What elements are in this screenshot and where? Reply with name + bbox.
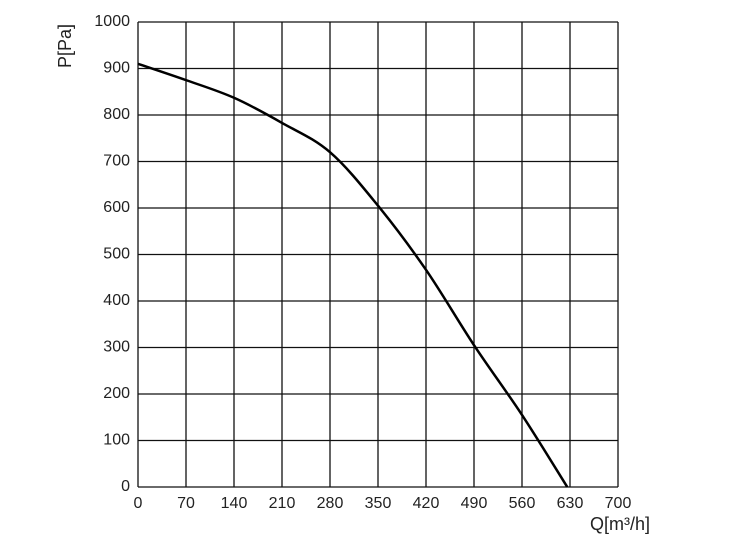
x-tick-label: 420 (413, 495, 440, 512)
y-tick-label: 300 (103, 339, 130, 356)
x-tick-label: 280 (317, 495, 344, 512)
x-tick-label: 70 (177, 495, 195, 512)
y-tick-label: 100 (103, 432, 130, 449)
x-tick-label: 560 (509, 495, 536, 512)
y-tick-label: 200 (103, 385, 130, 402)
x-tick-label: 630 (557, 495, 584, 512)
y-tick-label: 500 (103, 246, 130, 263)
x-tick-label: 0 (134, 495, 143, 512)
x-tick-label: 700 (605, 495, 632, 512)
y-tick-label: 1000 (94, 13, 130, 30)
y-axis-label: P[Pa] (55, 24, 75, 68)
x-tick-label: 490 (461, 495, 488, 512)
x-axis-label: Q[m³/h] (590, 514, 650, 534)
y-tick-label: 900 (103, 60, 130, 77)
y-tick-label: 700 (103, 153, 130, 170)
x-tick-label: 350 (365, 495, 392, 512)
x-tick-label: 140 (221, 495, 248, 512)
y-tick-label: 400 (103, 292, 130, 309)
y-tick-label: 0 (121, 478, 130, 495)
x-tick-label: 210 (269, 495, 296, 512)
y-tick-label: 800 (103, 106, 130, 123)
y-tick-label: 600 (103, 199, 130, 216)
curve (137, 62, 569, 488)
